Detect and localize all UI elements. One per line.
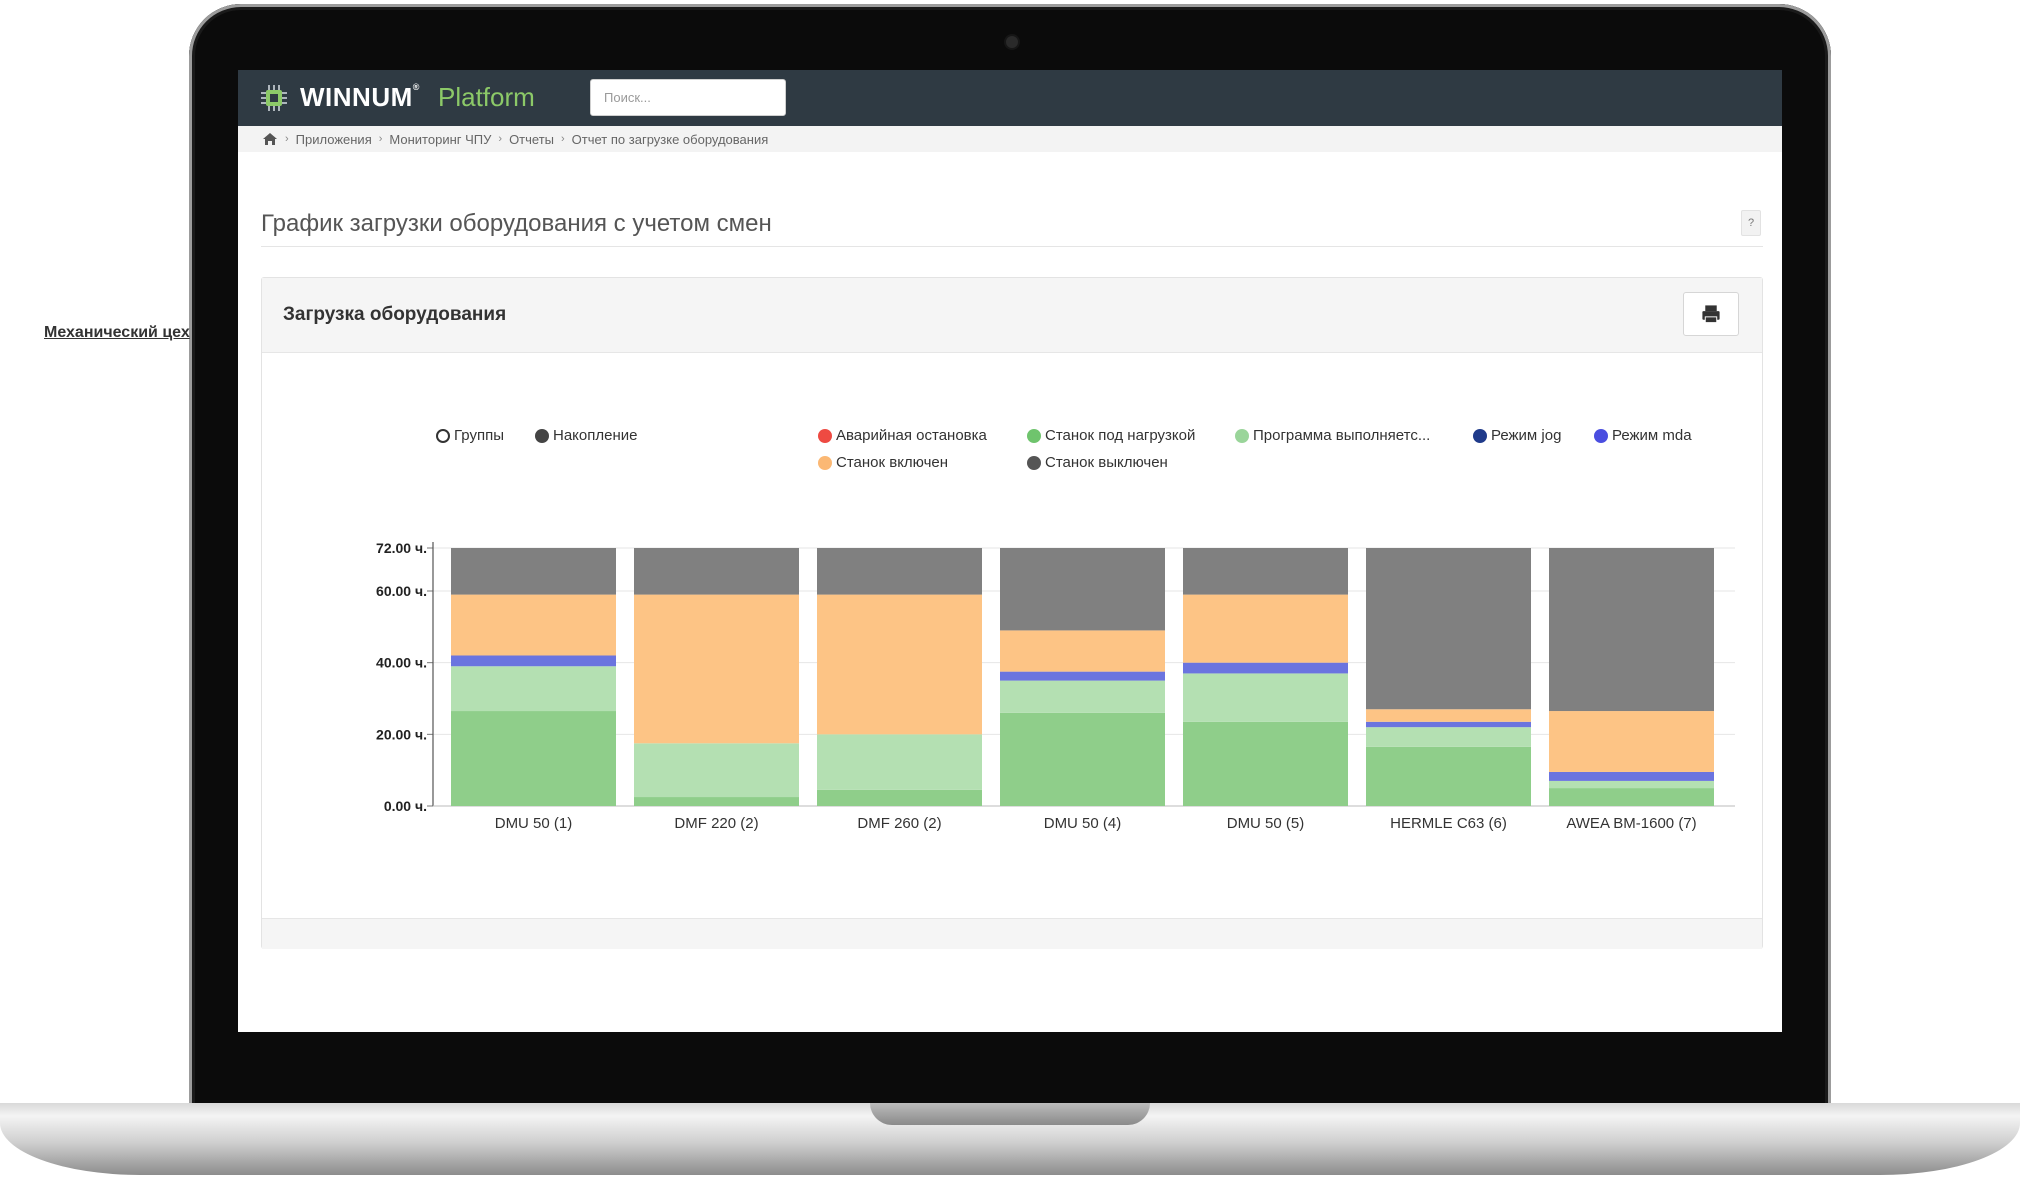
legend-swatch	[1594, 428, 1608, 443]
bar-segment	[1183, 673, 1348, 722]
breadcrumb-item-current: Отчет по загрузке оборудования	[571, 131, 769, 147]
breadcrumb-item[interactable]: Мониторинг ЧПУ	[389, 131, 492, 147]
bar-segment	[1366, 548, 1531, 710]
x-category-label: AWEA BM-1600 (7)	[1566, 815, 1696, 832]
toggle-accumulation[interactable]: Накопление	[535, 427, 637, 444]
bar-segment	[634, 548, 799, 595]
legend-item-machine-off[interactable]: Станок выключен	[1027, 454, 1168, 471]
home-icon[interactable]	[262, 132, 278, 146]
radio-empty-icon	[436, 428, 450, 443]
brand-logo[interactable]: WINNUM®	[300, 82, 420, 112]
bar-segment	[634, 797, 799, 806]
bar-segment	[1549, 780, 1714, 789]
legend-swatch	[1027, 428, 1041, 443]
bar-segment	[1366, 746, 1531, 806]
bar-segment	[634, 743, 799, 798]
bar-segment	[1000, 548, 1165, 631]
bar-segment	[1366, 709, 1531, 722]
search-input[interactable]	[590, 79, 786, 116]
bar-segment	[451, 548, 616, 595]
bar-segment	[1549, 711, 1714, 772]
bar-segment	[1183, 594, 1348, 663]
bar-segment	[1183, 662, 1348, 674]
bar-segment	[1000, 671, 1165, 681]
bar-segment	[1366, 727, 1531, 747]
bar-segment	[817, 594, 982, 735]
bar-segment	[1183, 721, 1348, 806]
y-tick-label: 0.00 ч.	[384, 798, 427, 814]
legend-label: Режим mda	[1612, 427, 1692, 444]
toggle-label: Накопление	[553, 427, 638, 444]
camera-icon	[1006, 36, 1018, 48]
x-category-label: DMU 50 (1)	[495, 815, 573, 832]
panel-footer	[262, 918, 1762, 949]
x-category-label: DMU 50 (4)	[1044, 815, 1122, 832]
legend-item-under-load[interactable]: Станок под нагрузкой	[1027, 427, 1195, 444]
breadcrumb-separator: ›	[561, 133, 565, 145]
bar-segment	[451, 711, 616, 806]
bar-segment	[634, 594, 799, 744]
bar-segment	[451, 594, 616, 656]
breadcrumb-separator: ›	[498, 133, 503, 145]
bar-segment	[451, 655, 616, 667]
top-navbar: WINNUM® Platform	[238, 70, 1782, 126]
legend-label: Аварийная остановка	[836, 427, 987, 444]
bar-segment	[1000, 680, 1165, 713]
legend-label: Режим jog	[1491, 427, 1562, 444]
bar-segment	[817, 789, 982, 806]
y-tick-label: 40.00 ч.	[376, 655, 427, 671]
breadcrumb-item[interactable]: Приложения	[295, 131, 372, 147]
bar-segment	[451, 666, 616, 712]
chip-logo-icon	[261, 85, 287, 111]
printer-icon	[1702, 305, 1720, 324]
bar-segment	[817, 548, 982, 595]
y-tick-label: 20.00 ч.	[376, 726, 427, 742]
legend-item-mda-mode[interactable]: Режим mda	[1594, 427, 1692, 444]
title-divider	[261, 246, 1763, 247]
toggle-label: Группы	[454, 427, 504, 444]
bar-segment	[1000, 712, 1165, 806]
x-category-label: DMF 220 (2)	[674, 815, 758, 832]
bar-segment	[1549, 788, 1714, 806]
bar-segment	[1549, 771, 1714, 781]
legend-label: Станок выключен	[1045, 454, 1168, 471]
panel-header: Загрузка оборудования	[262, 278, 1762, 353]
breadcrumb-separator: ›	[285, 133, 289, 145]
legend-label: Программа выполняетс...	[1253, 427, 1431, 444]
page-title: График загрузки оборудования с учетом см…	[261, 210, 772, 237]
legend-item-program-running[interactable]: Программа выполняетс...	[1235, 427, 1430, 444]
legend-swatch	[1473, 428, 1487, 443]
toggle-groups[interactable]: Группы	[436, 427, 504, 444]
section-link-workshop[interactable]: Механический цех	[44, 324, 190, 341]
laptop-notch	[870, 1103, 1150, 1125]
y-tick-label: 72.00 ч.	[376, 540, 427, 556]
legend-swatch	[818, 455, 832, 470]
print-button[interactable]	[1683, 292, 1739, 336]
legend-swatch	[818, 428, 832, 443]
legend-label: Станок включен	[836, 454, 949, 471]
legend-item-jog-mode[interactable]: Режим jog	[1473, 427, 1561, 444]
bar-segment	[1549, 548, 1714, 712]
y-tick-label: 60.00 ч.	[376, 583, 427, 599]
x-category-label: DMF 260 (2)	[857, 815, 941, 832]
bar-segment	[817, 734, 982, 790]
legend-swatch	[1027, 455, 1041, 470]
legend-item-emergency-stop[interactable]: Аварийная остановка	[818, 427, 987, 444]
legend-item-machine-on[interactable]: Станок включен	[818, 454, 948, 471]
radio-filled-icon	[535, 428, 549, 443]
bar-segment	[1183, 548, 1348, 595]
x-category-label: HERMLE C63 (6)	[1390, 815, 1507, 832]
legend-swatch	[1235, 428, 1249, 443]
x-category-label: DMU 50 (5)	[1227, 815, 1305, 832]
breadcrumb: › Приложения › Мониторинг ЧПУ › Отчеты ›…	[238, 126, 1782, 152]
breadcrumb-separator: ›	[378, 133, 383, 145]
help-button[interactable]: ?	[1741, 210, 1761, 236]
bar-segment	[1366, 721, 1531, 728]
bar-segment	[1000, 630, 1165, 672]
brand-platform-label: Platform	[438, 82, 535, 112]
breadcrumb-item[interactable]: Отчеты	[509, 131, 554, 147]
panel-title: Загрузка оборудования	[283, 304, 507, 325]
legend-label: Станок под нагрузкой	[1045, 427, 1196, 444]
